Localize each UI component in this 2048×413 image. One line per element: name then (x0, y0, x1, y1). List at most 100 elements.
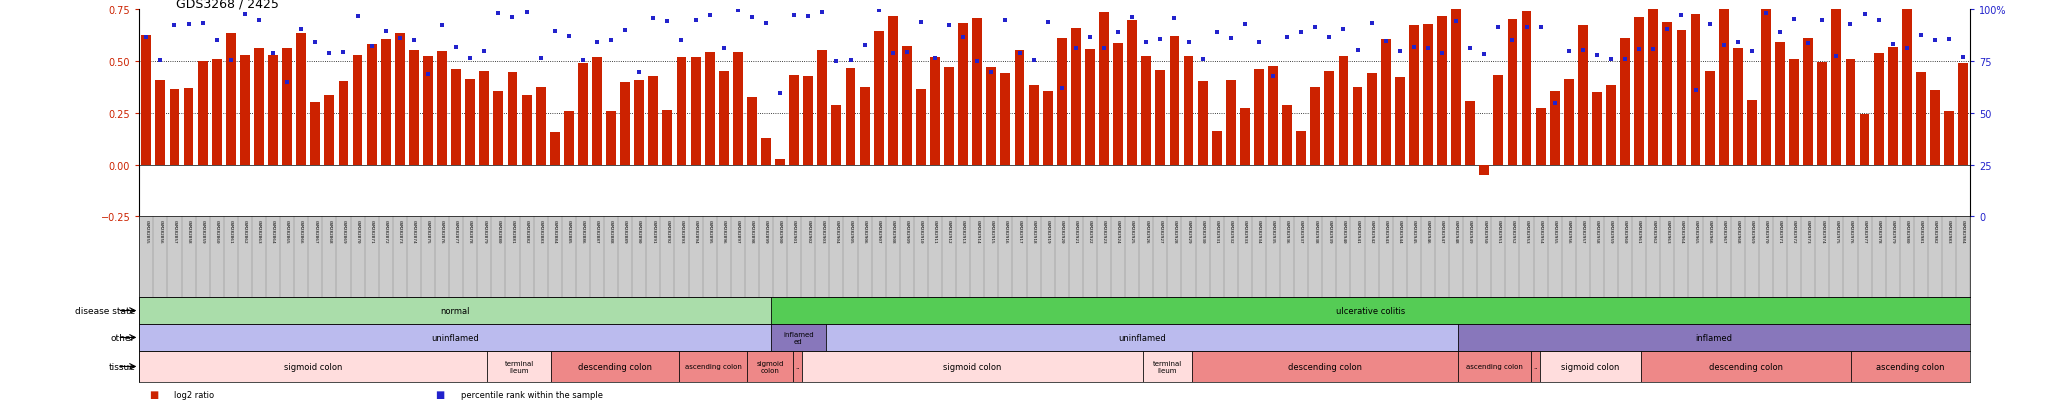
Text: GSM282948: GSM282948 (1454, 219, 1458, 243)
Text: GSM282864: GSM282864 (270, 219, 274, 243)
Bar (1649, 0, 1659, 165)
Point (1524, 25, 1556, 31)
Point (637, 15, 670, 22)
Text: GSM282965: GSM282965 (1694, 219, 1698, 243)
Text: GSM282932: GSM282932 (1229, 219, 1233, 243)
Bar (1577, 26, 1587, 165)
Bar (1192, 351, 1458, 382)
Text: GSM282937: GSM282937 (1298, 219, 1303, 243)
Text: normal: normal (440, 306, 469, 315)
Text: GSM282856: GSM282856 (158, 219, 162, 243)
Bar (338, 82, 348, 165)
Point (242, 18, 274, 24)
Bar (1042, 92, 1053, 165)
Text: GSM282955: GSM282955 (1552, 219, 1556, 243)
Text: GSM282936: GSM282936 (1284, 219, 1288, 243)
Text: GSM282910: GSM282910 (920, 219, 924, 243)
Text: other: other (111, 333, 135, 342)
Point (1382, 49, 1415, 55)
Point (920, 55, 952, 62)
Text: GSM282980: GSM282980 (1905, 219, 1909, 243)
Text: GSM282930: GSM282930 (1200, 219, 1204, 243)
Text: GSM282914: GSM282914 (975, 219, 979, 243)
Point (623, 69, 655, 76)
Bar (352, 56, 362, 165)
Text: GSM282935: GSM282935 (1272, 219, 1276, 243)
Bar (1522, 12, 1532, 165)
Text: GSM282972: GSM282972 (1792, 219, 1796, 243)
Point (1806, 17, 1839, 24)
Bar (748, 351, 793, 382)
Text: inflamed: inflamed (1696, 333, 1733, 342)
Bar (141, 36, 152, 165)
Text: ■: ■ (150, 389, 162, 399)
Point (1552, 48, 1585, 55)
Text: ..: .. (1534, 363, 1538, 370)
Point (666, 38, 698, 45)
Text: GSM282917: GSM282917 (1018, 219, 1022, 243)
Bar (139, 351, 487, 382)
Text: GSM282925: GSM282925 (1130, 219, 1135, 243)
Text: ascending colon: ascending colon (684, 363, 741, 370)
Text: GSM282890: GSM282890 (637, 219, 641, 243)
Point (1483, 24, 1516, 31)
Point (1102, 29, 1135, 36)
Text: GSM282941: GSM282941 (1356, 219, 1360, 243)
Bar (1704, 72, 1714, 165)
Point (467, 48, 500, 55)
Text: GSM282873: GSM282873 (397, 219, 401, 243)
Bar (901, 47, 911, 165)
Bar (793, 351, 803, 382)
Text: GSM282883: GSM282883 (539, 219, 543, 243)
Point (819, 59, 852, 65)
Text: percentile rank within the sample: percentile rank within the sample (461, 390, 602, 399)
Bar (494, 92, 504, 165)
Text: log2 ratio: log2 ratio (174, 390, 215, 399)
Bar (1718, 0, 1729, 165)
Point (848, 43, 881, 49)
Text: GSM282974: GSM282974 (1821, 219, 1825, 243)
Text: GSM282857: GSM282857 (172, 219, 176, 243)
Point (1341, 47, 1374, 54)
Bar (1100, 13, 1108, 165)
Point (1440, 19, 1473, 26)
Text: GSM282984: GSM282984 (1962, 219, 1966, 243)
Point (1073, 35, 1106, 42)
Text: GSM282931: GSM282931 (1214, 219, 1219, 243)
Bar (973, 19, 983, 165)
Text: GSM282902: GSM282902 (807, 219, 811, 243)
Point (1538, 100, 1571, 107)
Point (342, 14, 375, 21)
Bar (1227, 81, 1235, 165)
Text: GSM282908: GSM282908 (891, 219, 895, 243)
Point (961, 58, 993, 65)
Bar (1464, 101, 1475, 165)
Text: GSM282863: GSM282863 (256, 219, 260, 243)
Bar (762, 139, 770, 165)
Bar (1126, 21, 1137, 165)
Text: GSM282875: GSM282875 (426, 219, 430, 243)
Bar (1155, 71, 1165, 165)
Text: terminal
ileum: terminal ileum (504, 360, 535, 373)
Bar (1606, 85, 1616, 165)
Point (989, 18, 1022, 24)
Point (1284, 30, 1317, 36)
Point (1270, 34, 1303, 41)
Text: disease state: disease state (76, 306, 135, 315)
Text: GSM282958: GSM282958 (1595, 219, 1599, 243)
Bar (1733, 48, 1743, 165)
Point (1749, 10, 1782, 17)
Point (1243, 39, 1276, 46)
Bar (1874, 54, 1884, 165)
Text: GSM282898: GSM282898 (750, 219, 754, 243)
Text: GSM282895: GSM282895 (709, 219, 711, 243)
Bar (410, 51, 420, 165)
Text: GSM282947: GSM282947 (1440, 219, 1444, 243)
Bar (1761, 5, 1772, 165)
Text: sigmoid colon: sigmoid colon (285, 362, 342, 371)
Point (129, 35, 162, 41)
Text: GSM282885: GSM282885 (567, 219, 571, 243)
Bar (915, 89, 926, 165)
Bar (1438, 17, 1448, 165)
Bar (1944, 112, 1954, 165)
